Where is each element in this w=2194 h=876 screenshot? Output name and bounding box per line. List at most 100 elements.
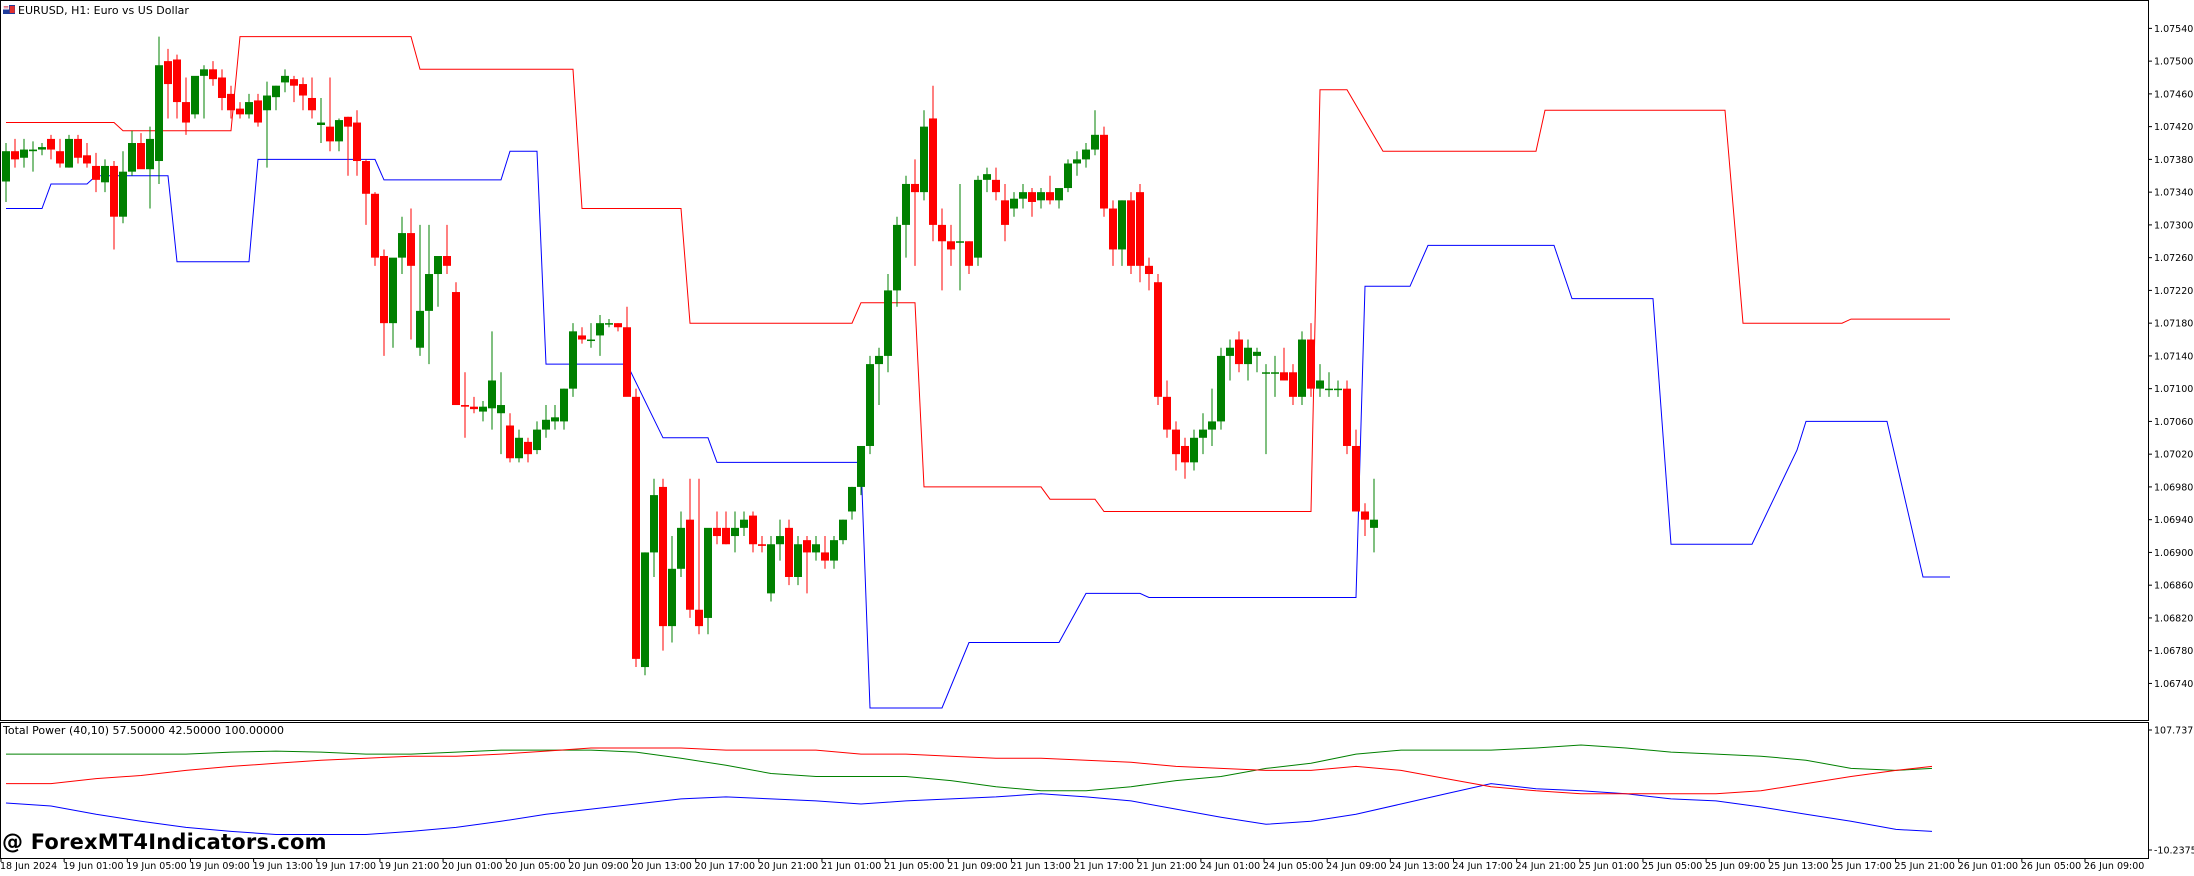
candle-bull xyxy=(416,310,424,348)
time-tick-label: 25 Jun 21:00 xyxy=(1895,861,1955,872)
candle-bear xyxy=(785,527,793,577)
price-tick-label: 1.07380 xyxy=(2154,155,2193,166)
price-tick-label: 1.06860 xyxy=(2154,581,2193,592)
candle-bull xyxy=(866,364,874,446)
time-tick-label: 20 Jun 17:00 xyxy=(695,861,755,872)
candle-bear xyxy=(722,527,730,545)
time-tick-label: 24 Jun 09:00 xyxy=(1326,861,1386,872)
candle-bull xyxy=(587,339,595,342)
candle-bear xyxy=(407,233,415,266)
time-tick-label: 25 Jun 01:00 xyxy=(1579,861,1639,872)
candle-bear xyxy=(1163,396,1171,430)
time-tick-label: 19 Jun 01:00 xyxy=(63,861,123,872)
candle-bear xyxy=(1181,445,1189,463)
time-tick-label: 26 Jun 09:00 xyxy=(2084,861,2144,872)
candle-bear xyxy=(992,179,1000,193)
candle-bull xyxy=(884,290,892,356)
time-tick-label: 24 Jun 01:00 xyxy=(1200,861,1260,872)
candle-bear xyxy=(182,102,190,123)
candlestick-series xyxy=(2,36,1378,676)
candle-bear xyxy=(632,396,640,659)
watermark: @ ForexMT4Indicators.com xyxy=(2,830,327,854)
candle-bull xyxy=(1190,437,1198,463)
candle-bull xyxy=(983,174,991,180)
candle-bear xyxy=(371,193,379,258)
candle-bull xyxy=(263,95,271,111)
candle-bear xyxy=(137,143,145,170)
candle-bull xyxy=(272,85,280,98)
candle-bear xyxy=(947,241,955,250)
candle-bull xyxy=(20,149,28,158)
candle-bear xyxy=(623,327,631,397)
main-pane-frame xyxy=(0,0,2149,721)
candle-bear xyxy=(506,425,514,459)
price-tick-label: 1.07540 xyxy=(2154,24,2193,35)
candle-bull xyxy=(1091,134,1099,150)
candle-bear xyxy=(110,165,118,217)
candle-bull xyxy=(29,149,37,152)
candle-bear xyxy=(344,116,352,127)
time-tick-label: 24 Jun 21:00 xyxy=(1516,861,1576,872)
candle-bull xyxy=(1208,421,1216,430)
time-tick-label: 19 Jun 17:00 xyxy=(316,861,376,872)
candle-bear xyxy=(749,515,757,545)
time-tick-label: 21 Jun 05:00 xyxy=(884,861,944,872)
candle-bull xyxy=(740,519,748,528)
price-channel-lines xyxy=(6,36,1950,709)
candle-bear xyxy=(1361,511,1369,520)
candle-bull xyxy=(155,65,163,162)
candle-bull xyxy=(1271,372,1279,374)
candle-bear xyxy=(614,323,622,328)
candle-bull xyxy=(65,138,73,168)
candle-bull xyxy=(1199,429,1207,438)
price-tick-label: 1.07260 xyxy=(2154,253,2193,264)
candle-bear xyxy=(1001,200,1009,225)
candle-bull xyxy=(317,122,325,125)
candle-bear xyxy=(686,519,694,610)
candle-bull xyxy=(830,540,838,561)
candle-bear xyxy=(380,256,388,324)
candle-bull xyxy=(1370,519,1378,528)
symbol-flag-icon xyxy=(3,5,15,14)
candle-bull xyxy=(128,143,136,172)
price-tick-label: 1.07100 xyxy=(2154,384,2193,395)
price-tick-label: 1.07180 xyxy=(2154,319,2193,330)
candle-bull xyxy=(641,552,649,668)
indicator-tick-label: 107.73750 xyxy=(2154,726,2194,737)
candle-bear xyxy=(1109,208,1117,250)
candle-bear xyxy=(659,486,667,627)
upper-channel-line xyxy=(6,36,1950,512)
candle-bear xyxy=(1307,339,1315,389)
price-tick-label: 1.07460 xyxy=(2154,89,2193,100)
candle-bear xyxy=(911,183,919,193)
price-tick-label: 1.07020 xyxy=(2154,450,2193,461)
time-tick-label: 25 Jun 17:00 xyxy=(1831,861,1891,872)
candle-bull xyxy=(245,102,253,115)
candle-bull xyxy=(434,256,442,275)
candle-bull xyxy=(1244,347,1252,365)
candle-bull xyxy=(191,75,199,115)
candle-bull xyxy=(902,183,910,225)
candle-bear xyxy=(236,108,244,115)
power-red-line xyxy=(6,747,1933,795)
power-blue-line xyxy=(5,783,1933,835)
candle-bull xyxy=(569,331,577,389)
time-tick-label: 19 Jun 13:00 xyxy=(253,861,313,872)
candle-bull xyxy=(1019,192,1027,199)
candle-bull xyxy=(704,527,712,618)
candle-bear xyxy=(713,527,721,537)
candle-bear xyxy=(443,256,451,266)
candle-bear xyxy=(173,59,181,103)
candle-bull xyxy=(596,323,604,336)
candle-bear xyxy=(83,155,91,164)
candle-bull xyxy=(38,147,46,150)
candle-bear xyxy=(1046,192,1054,201)
price-tick-label: 1.07340 xyxy=(2154,188,2193,199)
candle-bull xyxy=(974,179,982,258)
candle-bear xyxy=(11,151,19,160)
candle-bull xyxy=(1316,380,1324,389)
time-tick-label: 19 Jun 21:00 xyxy=(379,861,439,872)
lower-channel-line xyxy=(6,150,1950,709)
price-tick-label: 1.06740 xyxy=(2154,679,2193,690)
